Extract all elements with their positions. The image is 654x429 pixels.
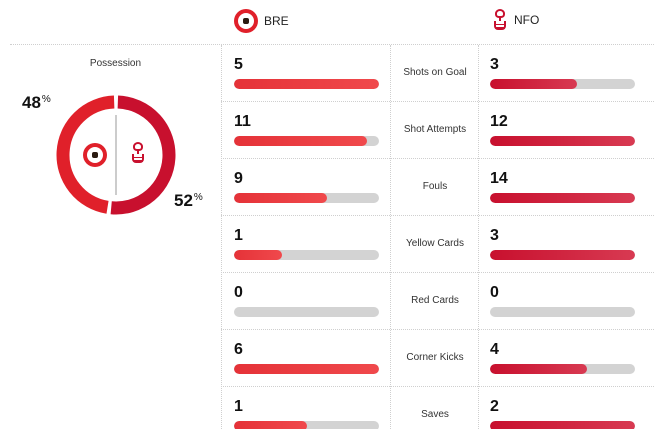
column-divider — [478, 45, 479, 429]
away-stat-cell: 12 — [490, 102, 636, 158]
stat-row: 1 Yellow Cards 3 — [221, 216, 654, 273]
home-stat-value: 6 — [234, 341, 243, 358]
away-stat-value: 12 — [490, 113, 508, 130]
stat-label: Yellow Cards — [406, 238, 464, 249]
away-stat-bar-track — [490, 79, 635, 89]
away-stat-value: 3 — [490, 227, 499, 244]
home-team-header: BRE — [234, 9, 289, 33]
away-stat-value: 4 — [490, 341, 499, 358]
away-possession-arc — [110, 95, 176, 215]
away-stat-bar-track — [490, 193, 635, 203]
away-stat-cell: 2 — [490, 387, 636, 429]
home-team-abbr: BRE — [264, 14, 289, 28]
row-divider — [221, 386, 654, 387]
home-stat-value: 1 — [234, 398, 243, 415]
home-stat-bar-track — [234, 421, 379, 429]
home-stat-cell: 0 — [234, 273, 379, 329]
home-stat-cell: 5 — [234, 45, 379, 101]
row-divider — [221, 329, 654, 330]
home-stat-bar-fill — [234, 364, 379, 374]
away-stat-cell: 3 — [490, 45, 636, 101]
home-possession-arc — [56, 95, 115, 214]
home-stat-value: 0 — [234, 284, 243, 301]
home-stat-cell: 1 — [234, 387, 379, 429]
stat-label: Shots on Goal — [403, 67, 467, 78]
home-stat-cell: 6 — [234, 330, 379, 386]
possession-title: Possession — [89, 58, 142, 69]
away-stat-bar-track — [490, 250, 635, 260]
home-stat-bar-track — [234, 250, 379, 260]
home-stat-bar-track — [234, 364, 379, 374]
stat-label: Fouls — [422, 181, 448, 192]
stat-label: Saves — [421, 409, 449, 420]
brentford-crest-icon — [83, 143, 107, 167]
home-possession-pct: 48% — [22, 93, 51, 112]
away-stat-cell: 3 — [490, 216, 636, 272]
away-stat-bar-track — [490, 136, 635, 146]
away-stat-value: 0 — [490, 284, 499, 301]
home-stat-cell: 9 — [234, 159, 379, 215]
stat-row: 1 Saves 2 — [221, 387, 654, 429]
home-stat-bar-track — [234, 79, 379, 89]
away-stat-bar-fill — [490, 364, 588, 374]
home-stat-value: 11 — [234, 113, 251, 130]
stat-label: Red Cards — [411, 295, 459, 306]
row-divider — [221, 158, 654, 159]
possession-donut-chart — [56, 95, 176, 215]
home-stat-bar-track — [234, 307, 379, 317]
away-stat-bar-fill — [490, 250, 635, 260]
match-stats-header: BRE NFO — [0, 0, 654, 44]
column-divider — [221, 45, 222, 429]
away-stat-bar-track — [490, 364, 635, 374]
away-stat-value: 14 — [490, 170, 508, 187]
home-stat-bar-fill — [234, 79, 379, 89]
home-stat-value: 9 — [234, 170, 243, 187]
home-stat-value: 5 — [234, 56, 243, 73]
away-team-abbr: NFO — [514, 13, 540, 27]
stat-row: 5 Shots on Goal 3 — [221, 45, 654, 102]
home-stat-value: 1 — [234, 227, 243, 244]
stat-row: 0 Red Cards 0 — [221, 273, 654, 330]
away-stat-value: 3 — [490, 56, 499, 73]
away-stat-bar-fill — [490, 136, 635, 146]
row-divider — [221, 101, 654, 102]
away-possession-pct: 52% — [174, 191, 203, 210]
stat-row: 6 Corner Kicks 4 — [221, 330, 654, 387]
nottingham-forest-crest-icon — [130, 142, 146, 164]
home-stat-cell: 1 — [234, 216, 379, 272]
header-divider — [10, 44, 654, 45]
home-stat-cell: 11 — [234, 102, 379, 158]
row-divider — [221, 215, 654, 216]
home-stat-bar-fill — [234, 250, 282, 260]
away-stat-value: 2 — [490, 398, 499, 415]
away-stat-cell: 0 — [490, 273, 636, 329]
stat-row: 9 Fouls 14 — [221, 159, 654, 216]
nottingham-forest-crest-icon — [492, 9, 508, 31]
away-stat-bar-track — [490, 307, 635, 317]
column-divider — [390, 45, 391, 429]
home-stat-bar-track — [234, 136, 379, 146]
brentford-crest-icon — [234, 9, 258, 33]
away-stat-bar-fill — [490, 421, 635, 429]
home-stat-bar-fill — [234, 193, 327, 203]
away-team-header: NFO — [492, 9, 539, 31]
stat-row: 11 Shot Attempts 12 — [221, 102, 654, 159]
away-stat-bar-track — [490, 421, 635, 429]
away-stat-bar-fill — [490, 79, 577, 89]
stat-label: Shot Attempts — [403, 124, 467, 135]
away-stat-bar-fill — [490, 193, 635, 203]
home-stat-bar-fill — [234, 421, 307, 429]
stat-label: Corner Kicks — [406, 352, 464, 363]
possession-panel: Possession 48% 52% — [10, 45, 221, 429]
home-stat-bar-fill — [234, 136, 368, 146]
row-divider — [221, 272, 654, 273]
away-stat-cell: 4 — [490, 330, 636, 386]
home-stat-bar-track — [234, 193, 379, 203]
away-stat-cell: 14 — [490, 159, 636, 215]
